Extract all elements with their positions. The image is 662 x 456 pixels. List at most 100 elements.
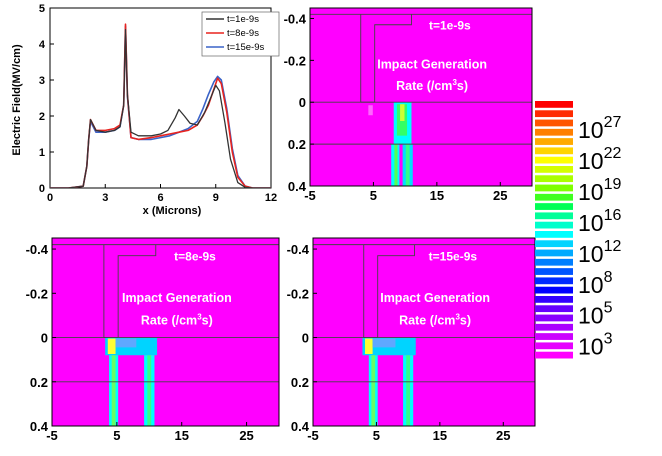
gen-plume-left-core xyxy=(371,355,376,426)
colorbar-swatch xyxy=(535,231,573,238)
colorbar-swatch xyxy=(535,286,573,294)
x-tick-label: -5 xyxy=(46,428,58,443)
colorbar-label: 1016 xyxy=(578,207,621,236)
y-tick-label: 0.4 xyxy=(288,179,307,194)
x-tick-label: 0 xyxy=(47,192,53,204)
gen-band-mid xyxy=(372,338,396,348)
gen-spot xyxy=(368,105,373,116)
colorbar-swatch xyxy=(535,277,573,285)
y-tick-label: 3 xyxy=(39,75,45,87)
x-tick-label: 5 xyxy=(113,428,120,443)
quantity-label-line1: Impact Generation xyxy=(377,58,487,72)
colorbar-swatch xyxy=(535,147,573,155)
colorbar-label: 1022 xyxy=(578,145,621,174)
y-tick-label: -0.2 xyxy=(26,286,48,301)
heatmap-frame xyxy=(309,7,533,187)
gen-plume-right-core xyxy=(406,355,411,426)
series-line-1 xyxy=(50,28,271,188)
colorbar-swatch xyxy=(535,175,573,183)
colorbar-swatch xyxy=(535,314,573,322)
colorbar-swatch xyxy=(535,212,573,220)
colorbar-swatch xyxy=(535,193,573,201)
y-tick-label: -0.4 xyxy=(26,242,49,257)
line-chart-series xyxy=(50,23,271,188)
quantity-label-line2: Rate (/cm3s) xyxy=(396,78,468,93)
y-axis-label: Electric Field(MV/cm) xyxy=(11,44,23,156)
legend-label-3: t=15e-9s xyxy=(227,42,264,53)
y-tick-label: 0.4 xyxy=(30,419,49,434)
quantity-label-line2: Rate (/cm3s) xyxy=(399,312,471,327)
gen-plume-right-core xyxy=(147,355,152,426)
x-tick-label: 15 xyxy=(433,428,447,443)
x-tick-label: 6 xyxy=(157,192,163,204)
y-tick-label: 5 xyxy=(39,3,45,15)
x-tick-label: 3 xyxy=(102,192,108,204)
y-tick-label: -0.2 xyxy=(287,286,309,301)
x-tick-label: 15 xyxy=(174,428,188,443)
gen-hotspot xyxy=(365,338,373,355)
colorbar-swatch xyxy=(535,333,573,340)
y-tick-label: 0 xyxy=(302,331,309,346)
y-tick-label: 0 xyxy=(299,95,306,110)
colorbar-swatch xyxy=(535,138,573,145)
colorbar-swatch xyxy=(535,323,573,331)
y-tick-label: 2 xyxy=(39,111,45,123)
legend-label-1: t=1e-9s xyxy=(227,14,259,25)
colorbar-swatch xyxy=(535,184,573,192)
colorbar-swatch xyxy=(535,128,573,136)
x-tick-label: 9 xyxy=(213,192,219,204)
y-tick-label: 0.2 xyxy=(288,137,306,152)
legend-label-2: t=8e-9s xyxy=(227,28,259,39)
colorbar-swatch xyxy=(535,156,573,164)
time-label: t=8e-9s xyxy=(174,250,216,264)
y-tick-label: -0.4 xyxy=(287,242,310,257)
y-tick-label: 0.2 xyxy=(30,375,48,390)
colorbar-label: 1019 xyxy=(578,176,621,205)
trench-outline xyxy=(103,244,157,338)
heatmap-field xyxy=(313,244,535,426)
x-tick-label: 5 xyxy=(373,428,380,443)
y-tick-label: 0 xyxy=(41,331,48,346)
trench-outline xyxy=(363,244,415,338)
y-tick-label: -0.4 xyxy=(284,11,307,26)
heatmap-background xyxy=(310,8,532,186)
x-tick-label: 12 xyxy=(265,192,277,204)
colorbar-swatch xyxy=(535,296,573,303)
colorbar-label: 1012 xyxy=(578,238,621,267)
x-tick-label: 25 xyxy=(496,428,510,443)
colorbar-swatch xyxy=(535,342,573,350)
time-label: t=15e-9s xyxy=(429,250,478,264)
heatmap-background xyxy=(52,238,279,426)
colorbar-label: 108 xyxy=(578,269,613,298)
colorbar-swatch xyxy=(535,166,573,173)
colorbar-swatch xyxy=(535,351,573,359)
colorbar-label: 1027 xyxy=(578,114,621,143)
y-tick-label: 0 xyxy=(39,183,45,195)
quantity-label-line1: Impact Generation xyxy=(122,291,232,305)
y-tick-label: 4 xyxy=(39,39,46,51)
gen-band-mid xyxy=(115,338,137,348)
heatmap-field xyxy=(310,13,532,186)
heatmap-frame xyxy=(312,237,536,427)
x-tick-label: 5 xyxy=(370,188,377,203)
time-label: t=1e-9s xyxy=(429,18,471,32)
gen-plume-left-core xyxy=(394,144,398,186)
colorbar-swatch xyxy=(535,305,573,313)
quantity-label-line2: Rate (/cm3s) xyxy=(141,312,213,327)
quantity-label-line1: Impact Generation xyxy=(380,291,490,305)
colorbar-swatch xyxy=(535,258,573,266)
colorbar-swatch xyxy=(535,110,573,118)
heatmap-panel-t15: -5 5 15 25 -0.4 -0.2 0 0.2 0.4 t=15e-9s Impact Gen… xyxy=(287,237,536,443)
colorbar-swatch xyxy=(535,101,573,108)
x-tick-label: 25 xyxy=(239,428,253,443)
colorbar-swatch xyxy=(535,240,573,248)
colorbar-swatch xyxy=(535,268,573,275)
y-tick-label: 0.4 xyxy=(291,419,310,434)
y-tick-label: 0.2 xyxy=(291,375,309,390)
heatmap-panel-t1: -5 5 15 25 -0.4 -0.2 0 0.2 0.4 t=1e-9s Impact Gene… xyxy=(284,7,533,203)
heatmap-field xyxy=(52,244,279,426)
colorbar-swatch xyxy=(535,249,573,257)
x-tick-label: 25 xyxy=(493,188,507,203)
